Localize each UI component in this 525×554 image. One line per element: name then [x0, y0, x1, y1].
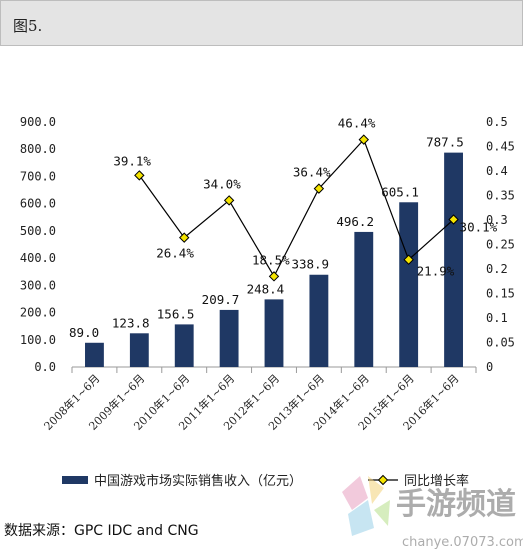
growth-rate-marker — [448, 214, 459, 225]
left-axis-tick-label: 100.0 — [20, 333, 56, 347]
right-axis-tick-label: 0.25 — [486, 238, 515, 252]
left-axis-tick-label: 300.0 — [20, 278, 56, 292]
growth-rate-label: 26.4% — [156, 246, 194, 261]
left-axis-tick-label: 500.0 — [20, 224, 56, 238]
legend-line-label: 同比增长率 — [404, 473, 469, 489]
bar-value-label: 89.0 — [69, 325, 99, 340]
figure-label: 图5. — [13, 17, 43, 35]
growth-rate-marker — [313, 183, 325, 194]
left-axis-tick-label: 600.0 — [20, 197, 56, 211]
bar — [174, 324, 194, 367]
right-axis-tick-label: 0.45 — [486, 140, 515, 154]
bar-value-label: 123.8 — [112, 315, 150, 330]
watermark-brand: 手游频道 — [396, 487, 516, 522]
growth-rate-label: 21.9% — [417, 264, 455, 279]
left-axis-tick-label: 900.0 — [20, 115, 56, 129]
watermark-logo: 手游频道 chanye.07073.com — [342, 476, 523, 550]
bar-value-label: 496.2 — [336, 214, 374, 229]
growth-rate-marker — [179, 232, 190, 243]
bar-value-label: 787.5 — [426, 135, 464, 150]
bar — [264, 299, 284, 367]
left-axis-tick-label: 200.0 — [20, 306, 56, 320]
growth-rate-marker — [268, 271, 280, 282]
growth-rate-label: 36.4% — [293, 165, 331, 180]
right-axis-tick-label: 0.15 — [486, 287, 515, 301]
right-axis-tick-label: 0.2 — [486, 262, 508, 276]
bar — [129, 333, 149, 367]
growth-rate-label: 34.0% — [203, 176, 241, 191]
growth-rate-label: 39.1% — [113, 153, 151, 168]
growth-rate-marker — [358, 134, 369, 145]
bar — [444, 152, 463, 367]
bar — [219, 309, 239, 367]
bar-value-label: 338.9 — [291, 257, 329, 272]
bar — [309, 274, 329, 367]
watermark-site: chanye.07073.com — [402, 535, 523, 550]
right-axis-tick-label: 0.4 — [486, 164, 508, 178]
legend-bar-swatch — [62, 476, 88, 484]
right-axis-tick-label: 0 — [486, 360, 493, 374]
left-axis-tick-label: 0.0 — [34, 360, 56, 374]
bar-value-label: 209.7 — [202, 292, 240, 307]
left-axis-tick-label: 800.0 — [20, 142, 56, 156]
left-axis-tick-label: 400.0 — [20, 251, 56, 265]
bar — [354, 231, 374, 367]
bar-value-label: 605.1 — [381, 184, 419, 199]
right-axis-tick-label: 0.3 — [486, 213, 508, 227]
right-axis-tick-label: 0.1 — [486, 311, 508, 325]
data-source-note: 数据来源：GPC IDC and CNG — [4, 523, 199, 539]
right-axis-tick-label: 0.05 — [486, 336, 515, 350]
figure-header: 图5. — [0, 0, 523, 46]
growth-rate-marker — [403, 254, 414, 265]
growth-rate-marker — [223, 195, 235, 206]
growth-rate-label: 30.1% — [460, 220, 498, 235]
left-axis-tick-label: 700.0 — [20, 169, 56, 183]
growth-rate-line — [138, 138, 454, 278]
growth-rate-label: 46.4% — [338, 116, 376, 131]
bar-value-label: 248.4 — [247, 281, 285, 296]
growth-rate-label: 18.5% — [252, 252, 290, 267]
legend-bar-label: 中国游戏市场实际销售收入（亿元） — [94, 473, 302, 489]
growth-rate-marker — [134, 170, 145, 181]
revenue-growth-chart: 0.0 100.0 200.0 300.0 400.0 500.0 600.0 700.0 80… — [20, 115, 515, 489]
bar-value-label: 156.5 — [157, 306, 195, 321]
right-axis-tick-label: 0.5 — [486, 115, 508, 129]
legend-line-marker — [377, 474, 389, 486]
right-axis-tick-label: 0.35 — [486, 189, 515, 203]
bar — [399, 202, 419, 367]
bar — [85, 342, 104, 367]
